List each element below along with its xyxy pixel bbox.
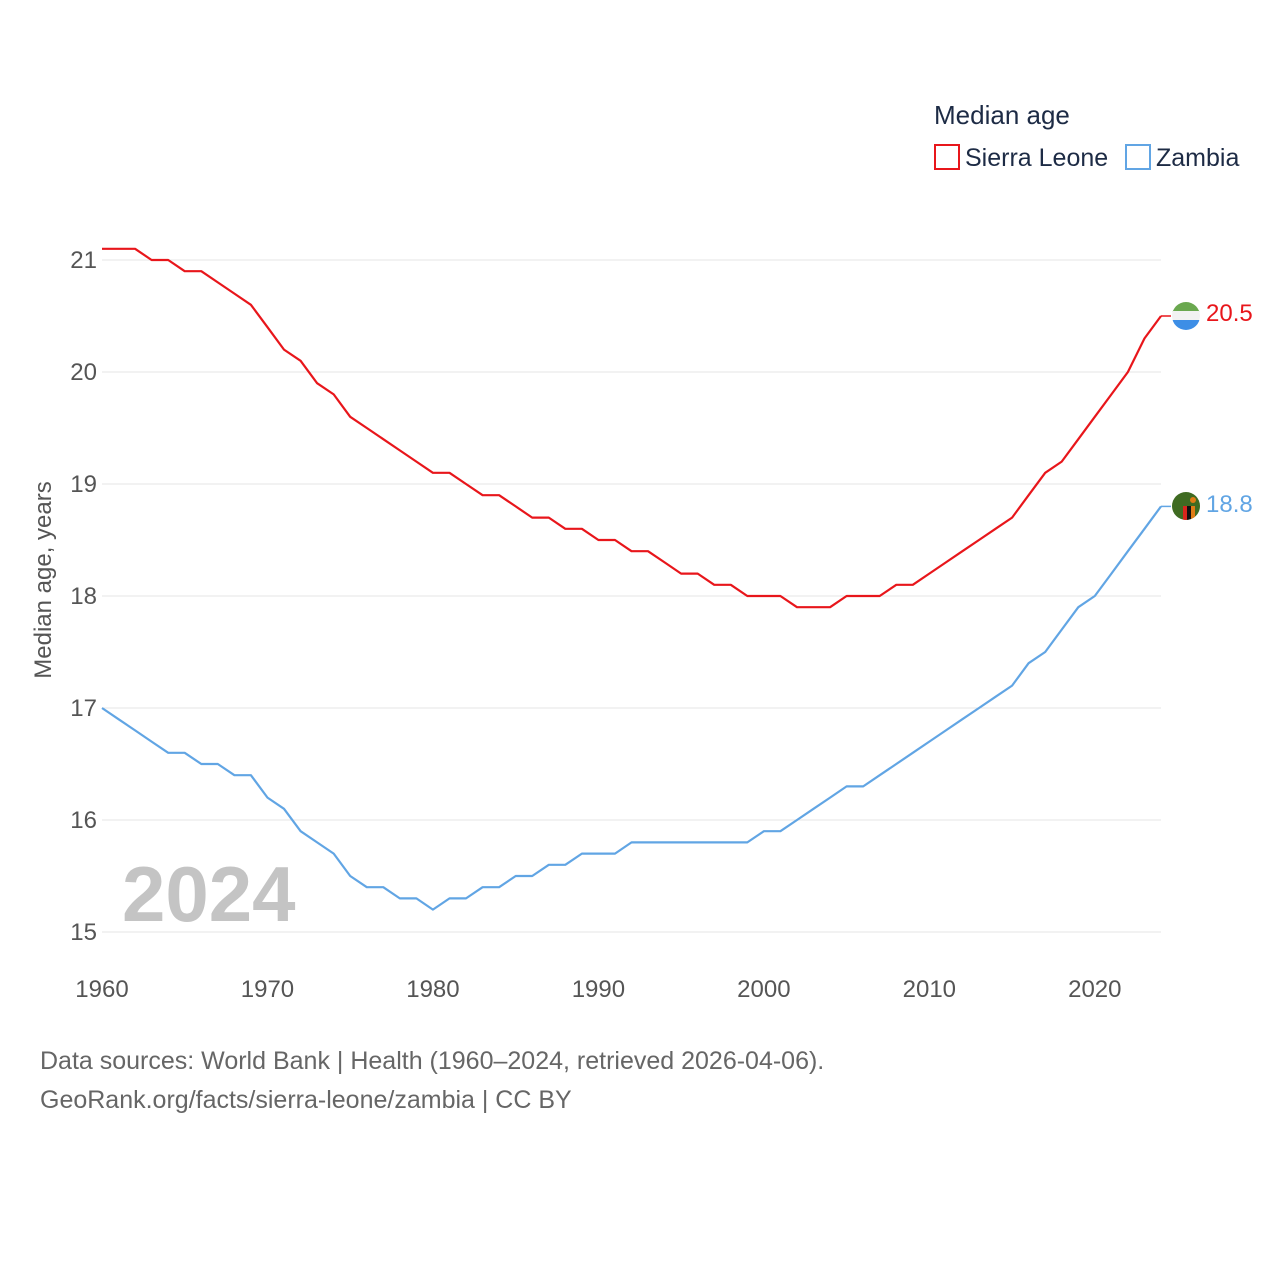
x-tick-label-2000: 2000 [737, 976, 790, 1003]
series-line-zambia[interactable] [101, 505, 1162, 911]
y-axis: 15 16 17 18 19 20 21 [70, 247, 97, 946]
sierra-leone-flag-icon [1172, 302, 1200, 330]
grid [102, 259, 1161, 933]
legend-label-sierra-leone[interactable]: Sierra Leone [965, 144, 1108, 172]
data-sources-text: Data sources: World Bank | Health (1960–… [40, 1047, 824, 1075]
year-watermark: 2024 [122, 850, 296, 938]
y-tick-label-19: 19 [70, 471, 97, 498]
x-tick-label-1990: 1990 [572, 976, 625, 1003]
x-tick-label-1970: 1970 [241, 976, 294, 1003]
credit-text[interactable]: GeoRank.org/facts/sierra-leone/zambia | … [40, 1086, 572, 1114]
legend: Median age Sierra Leone Zambia [934, 100, 1239, 172]
x-axis: 1960 1970 1980 1990 2000 2010 2020 [75, 976, 1121, 1003]
legend-label-zambia[interactable]: Zambia [1156, 144, 1239, 172]
series-lines [101, 247, 1171, 911]
y-tick-label-20: 20 [70, 359, 97, 386]
legend-swatch-zambia[interactable] [1125, 144, 1151, 170]
end-label-zambia: 18.8 [1206, 491, 1253, 518]
end-label-sierra-leone: 20.5 [1206, 300, 1253, 327]
x-tick-label-2010: 2010 [903, 976, 956, 1003]
legend-title: Median age [934, 100, 1070, 130]
series-line-sierra-leone[interactable] [102, 247, 1162, 609]
y-axis-title: Median age, years [30, 481, 57, 678]
legend-swatch-sierra-leone[interactable] [934, 144, 960, 170]
y-tick-label-17: 17 [70, 695, 97, 722]
y-tick-label-15: 15 [70, 919, 97, 946]
x-tick-label-1980: 1980 [406, 976, 459, 1003]
x-tick-label-2020: 2020 [1068, 976, 1121, 1003]
y-tick-label-16: 16 [70, 807, 97, 834]
y-tick-label-21: 21 [70, 247, 97, 274]
zambia-flag-icon [1172, 492, 1200, 520]
x-tick-label-1960: 1960 [75, 976, 128, 1003]
y-tick-label-18: 18 [70, 583, 97, 610]
